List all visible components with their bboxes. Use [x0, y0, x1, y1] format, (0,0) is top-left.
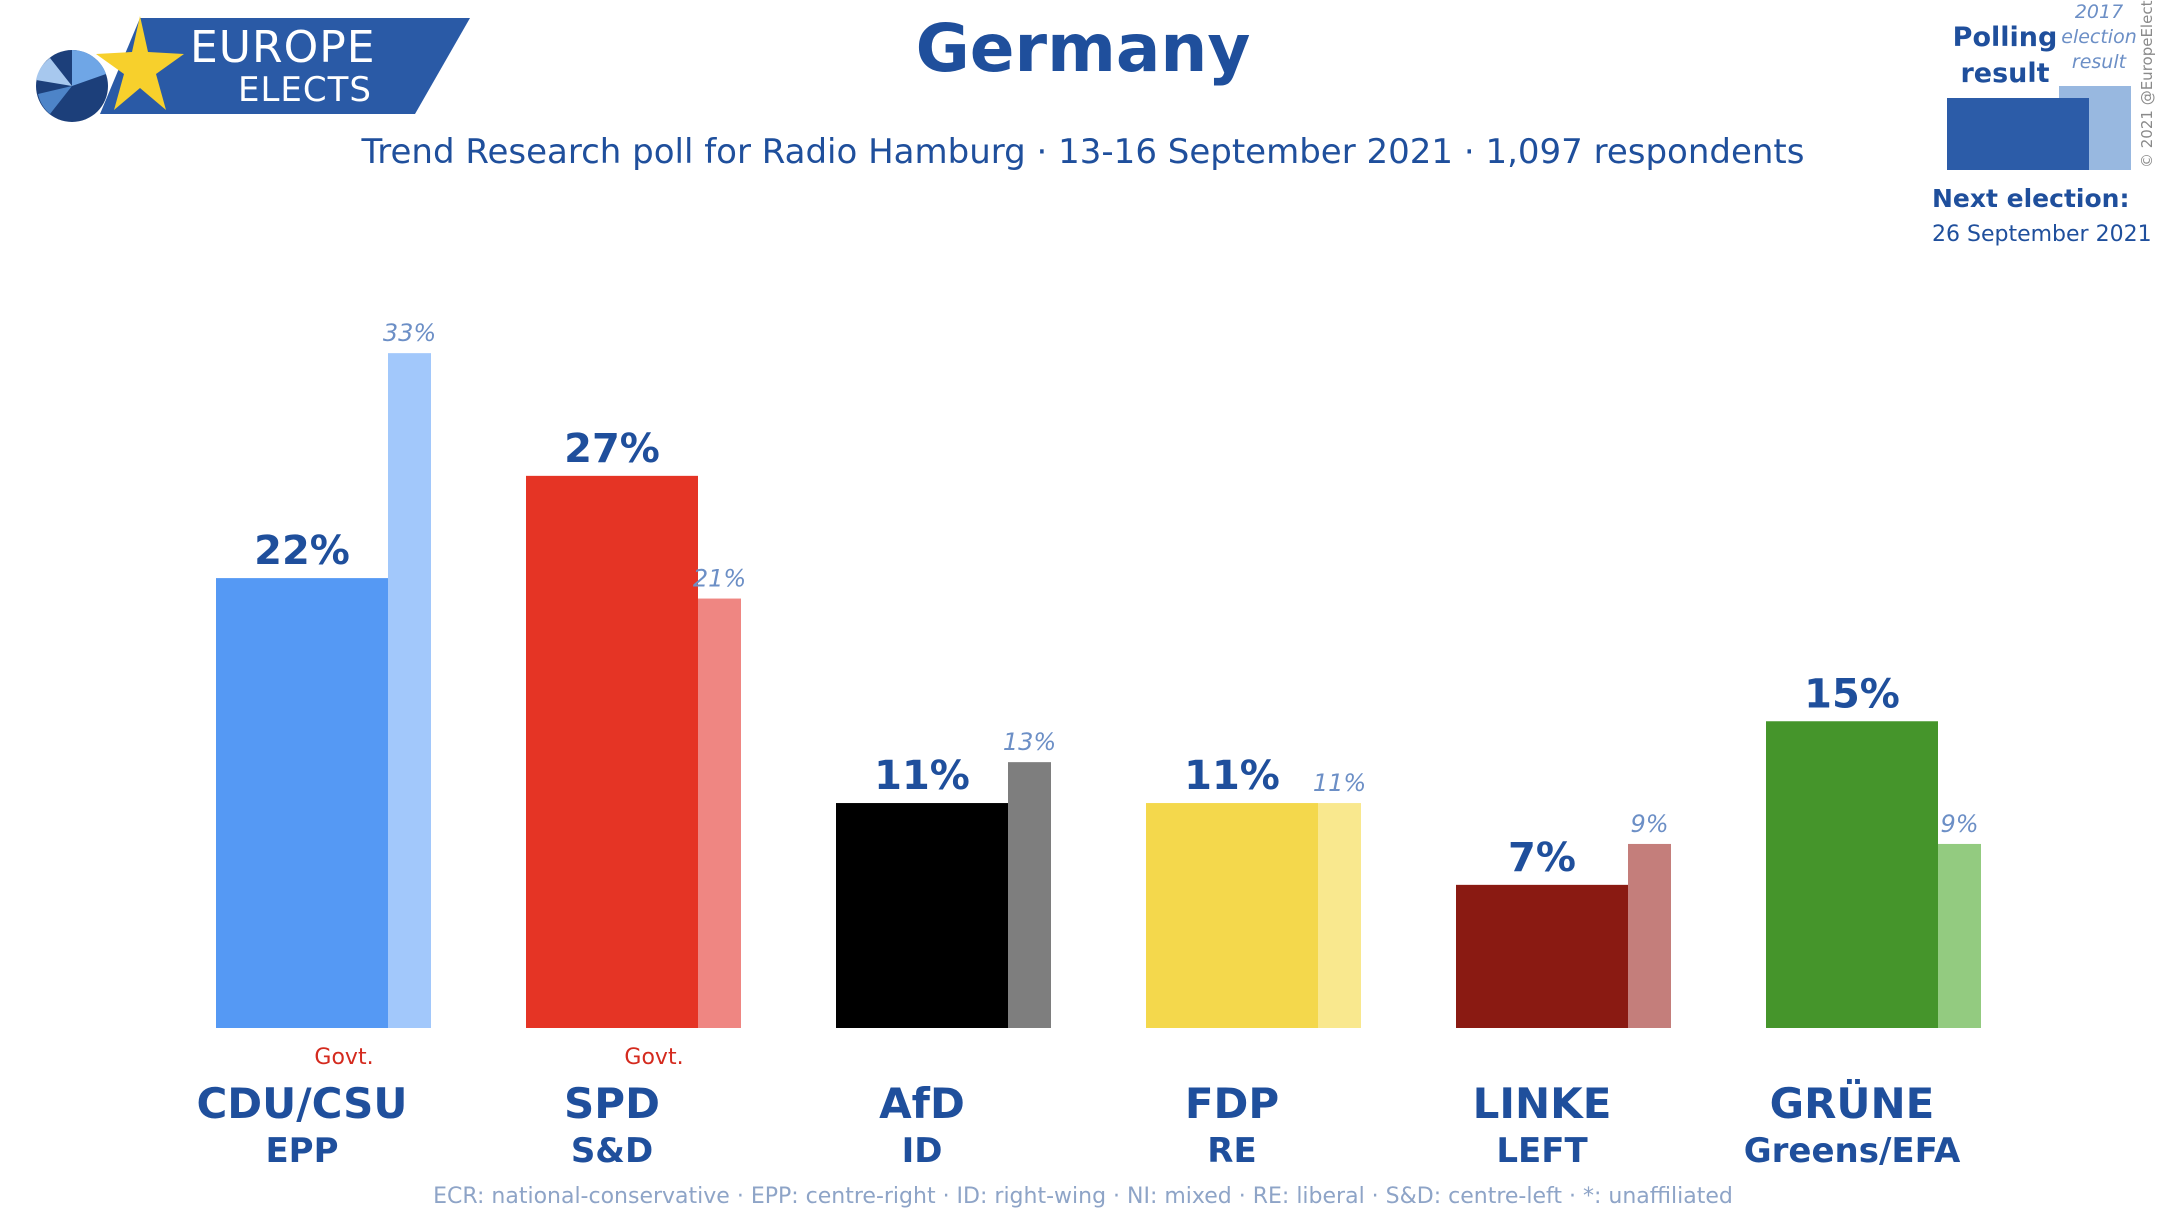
data-label-poll-afd: 11% [874, 753, 970, 799]
data-label-poll-gr-ne: 15% [1804, 671, 1900, 717]
legend-label-polling: Polling result [1952, 22, 2058, 89]
chart-title: Germany [915, 10, 1251, 87]
party-label-cdu-csu: CDU/CSU [196, 1079, 407, 1128]
data-label-poll-linke: 7% [1508, 835, 1576, 881]
footer-note: ECR: national-conservative · EPP: centre… [433, 1184, 1733, 1209]
europe-elects-logo [36, 16, 470, 122]
group-label-gr-ne: Greens/EFA [1744, 1131, 1961, 1171]
bar-2017-afd [1008, 762, 1051, 1028]
data-label-poll-cdu-csu: 22% [254, 528, 350, 574]
data-label-2017-afd: 13% [1003, 728, 1056, 756]
bar-poll-linke [1456, 884, 1628, 1028]
group-label-afd: ID [902, 1131, 943, 1171]
party-label-spd: SPD [564, 1079, 660, 1128]
bar-poll-fdp [1146, 803, 1318, 1028]
bar-2017-linke [1628, 843, 1671, 1028]
party-label-linke: LINKE [1473, 1079, 1612, 1128]
bar-2017-fdp [1318, 803, 1361, 1028]
group-label-spd: S&D [571, 1131, 653, 1171]
group-label-cdu-csu: EPP [265, 1131, 338, 1171]
bar-2017-spd [698, 598, 741, 1028]
bar-poll-gr-ne [1766, 721, 1938, 1028]
party-label-fdp: FDP [1185, 1079, 1279, 1128]
data-label-2017-spd: 21% [693, 565, 746, 593]
bar-poll-cdu-csu [216, 578, 388, 1028]
bar-poll-spd [526, 475, 698, 1029]
chart-subtitle: Trend Research poll for Radio Hamburg · … [361, 132, 1805, 172]
party-label-gr-ne: GRÜNE [1770, 1078, 1935, 1128]
next-election-label: Next election: [1932, 184, 2130, 213]
govt-label-spd: Govt. [624, 1045, 683, 1070]
data-label-poll-fdp: 11% [1184, 753, 1280, 799]
data-label-2017-gr-ne: 9% [1940, 810, 1978, 838]
party-label-afd: AfD [879, 1079, 965, 1128]
legend-label-election: 2017 election result [2061, 1, 2137, 73]
next-election-date: 26 September 2021 [1932, 222, 2152, 247]
logo-text-europe: EUROPE [190, 22, 376, 73]
data-label-2017-fdp: 11% [1313, 769, 1366, 797]
bar-2017-gr-ne [1938, 843, 1981, 1028]
logo-text-elects: ELECTS [238, 70, 372, 110]
data-label-2017-cdu-csu: 33% [383, 319, 436, 347]
data-label-poll-spd: 27% [564, 426, 660, 472]
group-label-linke: LEFT [1496, 1131, 1588, 1171]
group-label-fdp: RE [1207, 1131, 1256, 1171]
legend-swatch-polling [1947, 98, 2089, 170]
bar-poll-afd [836, 803, 1008, 1028]
data-label-2017-linke: 9% [1630, 810, 1668, 838]
govt-label-cdu-csu: Govt. [314, 1045, 373, 1070]
bar-2017-cdu-csu [388, 353, 431, 1028]
